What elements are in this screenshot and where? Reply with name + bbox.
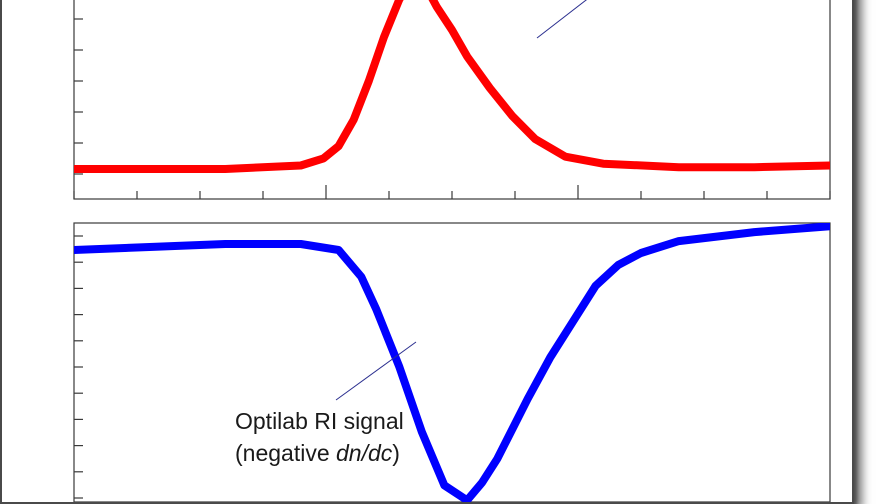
annotation-leader-line: [335, 341, 417, 401]
bottom-panel: [73, 222, 831, 502]
series-line-1: [74, 0, 830, 173]
top-panel: [73, 0, 831, 200]
annotation-line-1: Optilab RI signal: [235, 408, 404, 434]
plot-frame: [73, 222, 831, 502]
annotation-line-2: (negative dn/dc): [235, 440, 400, 466]
top-leader-line: [536, 0, 587, 39]
figure-frame: Optilab RI signal (negative dn/dc): [0, 0, 854, 504]
chart-canvas: Optilab RI signal (negative dn/dc): [73, 0, 831, 502]
series-line-1: [74, 223, 830, 502]
